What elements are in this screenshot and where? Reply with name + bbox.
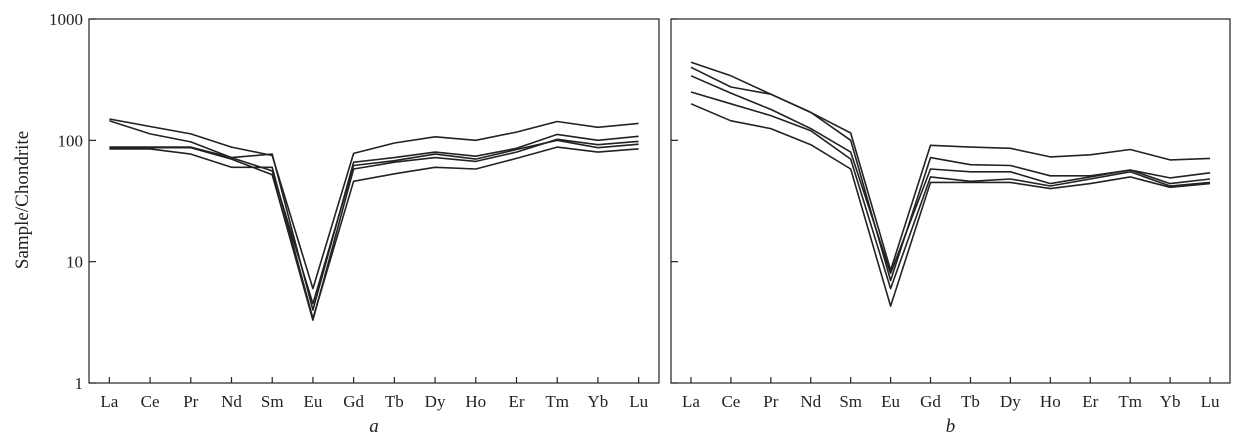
panel-label: b (946, 416, 956, 437)
panel-label: a (369, 416, 379, 437)
y-tick-label: 10 (66, 253, 83, 272)
x-tick-label: Er (508, 392, 524, 411)
x-tick-label: Tb (961, 392, 980, 411)
y-tick-label: 1000 (49, 10, 83, 29)
series-line-4 (109, 146, 639, 320)
x-tick-label: Yb (1160, 392, 1181, 411)
x-tick-label: Gd (920, 392, 941, 411)
x-tick-label: Pr (763, 392, 778, 411)
x-tick-label: La (100, 392, 118, 411)
x-tick-label: Ce (721, 392, 740, 411)
series-line-5 (690, 103, 1211, 307)
y-tick-label: 1 (75, 374, 84, 393)
y-tick-label: 100 (58, 131, 84, 150)
x-tick-label: Tm (545, 392, 569, 411)
x-tick-label: Tm (1118, 392, 1142, 411)
panel-a: 1 10 100 1000 La Ce Pr Nd Sm Eu Gd Tb Dy Ho Er Tm Yb Lu a (49, 10, 660, 437)
x-tick-label: Nd (800, 392, 821, 411)
series-line-1 (109, 118, 639, 290)
x-tick-label: Ho (1040, 392, 1061, 411)
x-tick-label: Sm (261, 392, 284, 411)
series-line-4 (690, 91, 1211, 290)
panel-b: La Ce Pr Nd Sm Eu Gd Tb Dy Ho Er Tm Yb Lu b (670, 18, 1231, 437)
x-tick-label: Pr (183, 392, 198, 411)
x-tick-label: Er (1082, 392, 1098, 411)
plot-frame (670, 18, 1231, 384)
x-tick-label: Tb (385, 392, 404, 411)
x-tick-label: Dy (1000, 392, 1021, 411)
x-tick-label: Yb (588, 392, 609, 411)
x-tick-label: Ho (465, 392, 486, 411)
plot-frame (88, 18, 660, 384)
series-line-3 (690, 75, 1211, 275)
x-tick-label: La (682, 392, 700, 411)
x-tick-label: Dy (425, 392, 446, 411)
x-tick-label: Ce (141, 392, 160, 411)
series-line-2 (109, 120, 639, 311)
x-tick-label: Eu (303, 392, 322, 411)
x-tick-label: Gd (343, 392, 364, 411)
x-tick-label: Lu (629, 392, 648, 411)
x-tick-label: Sm (839, 392, 862, 411)
x-tick-label: Nd (221, 392, 242, 411)
x-tick-label: Lu (1201, 392, 1220, 411)
series-line-2 (690, 66, 1211, 282)
series-line-5 (109, 138, 639, 321)
y-axis-title: Sample/Chondrite (12, 131, 33, 269)
x-tick-label: Eu (881, 392, 900, 411)
